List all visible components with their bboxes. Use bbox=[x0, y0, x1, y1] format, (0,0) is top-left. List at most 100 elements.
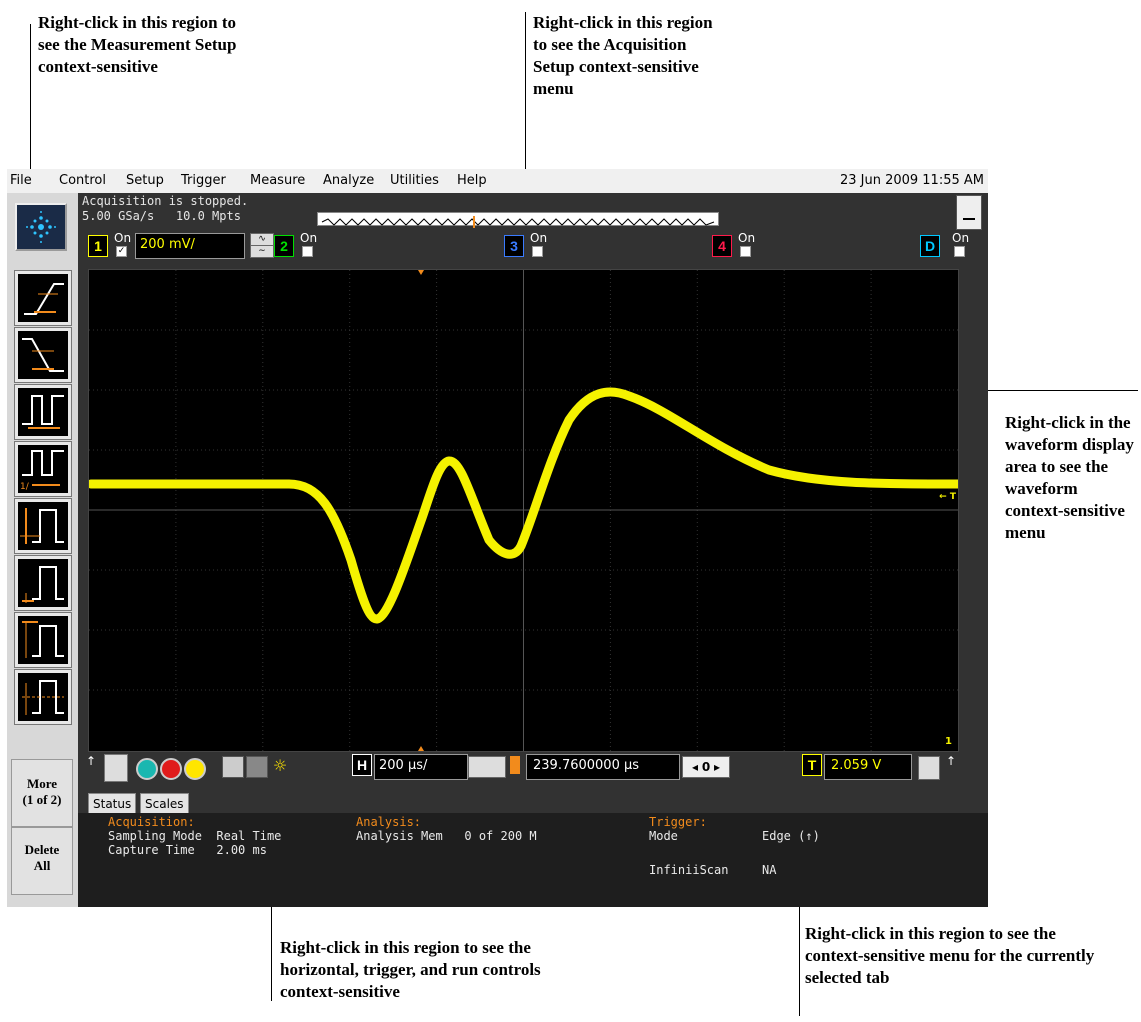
acquisition-header: Acquisition: bbox=[108, 815, 195, 829]
channel-4-on-label: On bbox=[738, 231, 756, 245]
digital-channel-controls: D On bbox=[920, 231, 980, 257]
trigger-mode-value: Edge (↑) bbox=[762, 829, 820, 843]
trigger-slope-icon: ↑ bbox=[946, 754, 957, 768]
capture-time-row: Capture Time 2.00 ms bbox=[108, 843, 267, 857]
channel-3-button[interactable]: 3 bbox=[504, 235, 524, 257]
menu-trigger[interactable]: Trigger bbox=[181, 173, 226, 188]
sample-rate-text: 5.00 GSa/s 10.0 Mpts bbox=[82, 209, 241, 223]
average-voltage-button[interactable] bbox=[15, 670, 71, 724]
min-amplitude-button[interactable] bbox=[15, 556, 71, 610]
channel-4-controls: 4 On bbox=[712, 231, 772, 257]
menu-setup[interactable]: Setup bbox=[126, 173, 164, 188]
more-label: More bbox=[26, 776, 58, 791]
period-button[interactable] bbox=[15, 385, 71, 439]
digital-channel-checkbox[interactable] bbox=[954, 246, 965, 257]
positive-width-button[interactable] bbox=[15, 499, 71, 553]
svg-text:1/: 1/ bbox=[20, 482, 30, 492]
callout-waveform-area: Right-click in the waveform display area… bbox=[1005, 413, 1134, 542]
oscilloscope-window: File Control Setup Trigger Measure Analy… bbox=[7, 169, 988, 907]
waveform-display-area[interactable]: ← T 1 bbox=[88, 269, 959, 752]
nav-value: 0 bbox=[701, 760, 711, 774]
max-amplitude-button[interactable] bbox=[15, 613, 71, 667]
status-panel[interactable]: Acquisition: Sampling Mode Real Time Cap… bbox=[78, 813, 988, 907]
run-arrow-icon: ↑ bbox=[86, 754, 97, 768]
brightness-icon[interactable]: ☼ bbox=[272, 756, 288, 775]
callout-measurement-setup: Right-click in this region to see the Me… bbox=[38, 13, 237, 76]
channel-4-checkbox[interactable] bbox=[740, 246, 751, 257]
channel-3-checkbox[interactable] bbox=[532, 246, 543, 257]
trigger-mode-label: Mode bbox=[649, 829, 678, 843]
channel-4-button[interactable]: 4 bbox=[712, 235, 732, 257]
run-button[interactable] bbox=[136, 758, 158, 780]
nav-right-icon[interactable]: ▸ bbox=[714, 760, 721, 774]
more-page-label: (1 of 2) bbox=[22, 792, 62, 807]
delete-label: Delete bbox=[24, 842, 60, 857]
digital-channel-button[interactable]: D bbox=[920, 235, 940, 257]
channel-1-on-label: On bbox=[114, 231, 132, 245]
trigger-level-marker: ← T bbox=[939, 492, 956, 502]
tab-scales[interactable]: Scales bbox=[140, 793, 189, 815]
channel-1-waveform bbox=[89, 387, 958, 624]
zoom-toggle-icon[interactable] bbox=[468, 756, 506, 778]
menu-help[interactable]: Help bbox=[457, 173, 487, 188]
single-button[interactable] bbox=[184, 758, 206, 780]
channel-3-controls: 3 On bbox=[504, 231, 564, 257]
ac-coupling-icon[interactable]: ∼ bbox=[250, 245, 274, 258]
menu-measure[interactable]: Measure bbox=[250, 173, 306, 188]
menu-bar: File Control Setup Trigger Measure Analy… bbox=[7, 169, 988, 193]
channel-2-controls: 2 On bbox=[274, 231, 334, 257]
callout-line-acquisition bbox=[525, 12, 526, 194]
menu-utilities[interactable]: Utilities bbox=[390, 173, 439, 188]
sampling-mode-row: Sampling Mode Real Time bbox=[108, 829, 282, 843]
menu-analyze[interactable]: Analyze bbox=[323, 173, 375, 188]
channel-2-on-label: On bbox=[300, 231, 318, 245]
acquisition-status: Acquisition is stopped. 5.00 GSa/s 10.0 … bbox=[82, 194, 248, 224]
print-icon[interactable] bbox=[246, 756, 268, 778]
callout-horizontal-controls: Right-click in this region to see the ho… bbox=[280, 938, 541, 1001]
trigger-level-stepper-icon[interactable] bbox=[918, 756, 940, 780]
menu-file[interactable]: File bbox=[10, 173, 32, 188]
callout-acquisition-setup: Right-click in this region to see the Ac… bbox=[533, 13, 713, 98]
channel-1-ground-marker: 1 bbox=[945, 736, 952, 747]
acquisition-state-text: Acquisition is stopped. bbox=[82, 194, 249, 208]
nav-left-icon[interactable]: ◂ bbox=[691, 760, 698, 774]
channel-1-scale[interactable]: 200 mV/ bbox=[135, 233, 245, 259]
more-measurements-button[interactable]: More (1 of 2) bbox=[11, 759, 73, 827]
fall-time-button[interactable] bbox=[15, 328, 71, 382]
channel-3-on-label: On bbox=[530, 231, 548, 245]
callout-line-tab bbox=[799, 868, 800, 1016]
infiniiscan-label: InfiniiScan bbox=[649, 863, 729, 877]
stop-button[interactable] bbox=[160, 758, 182, 780]
horizontal-nav[interactable]: ◂ 0 ▸ bbox=[682, 756, 730, 778]
horizontal-trigger-run-controls: ↑ ☼ H 200 µs/ 239.7600000 µs ◂ 0 ▸ T 2.0… bbox=[84, 754, 984, 794]
digital-channel-on-label: On bbox=[952, 231, 970, 245]
trigger-button[interactable]: T bbox=[802, 754, 822, 776]
channel-1-checkbox[interactable]: ✓ bbox=[116, 246, 127, 257]
analysis-mem-row: Analysis Mem 0 of 200 M bbox=[356, 829, 537, 843]
horizontal-scale[interactable]: 200 µs/ bbox=[374, 754, 468, 780]
frequency-button[interactable]: 1/ bbox=[15, 442, 71, 496]
channel-2-button[interactable]: 2 bbox=[274, 235, 294, 257]
trigger-level[interactable]: 2.059 V bbox=[824, 754, 912, 780]
minimize-button[interactable] bbox=[956, 195, 982, 230]
channel-1-controls: 1 On ✓ 200 mV/ ∿ ∼ bbox=[88, 231, 318, 259]
channel-1-button[interactable]: 1 bbox=[88, 235, 108, 257]
delete-sub-label: All bbox=[33, 858, 51, 873]
rise-time-button[interactable] bbox=[15, 271, 71, 325]
stepper-icon[interactable] bbox=[104, 754, 128, 782]
channel-2-checkbox[interactable] bbox=[302, 246, 313, 257]
horizontal-button[interactable]: H bbox=[352, 754, 372, 776]
agilent-logo-icon[interactable] bbox=[15, 203, 67, 251]
horizontal-position[interactable]: 239.7600000 µs bbox=[526, 754, 680, 780]
date-time: 23 Jun 2009 11:55 AM bbox=[839, 173, 984, 188]
callout-line-measurement bbox=[30, 24, 31, 176]
menu-control[interactable]: Control bbox=[59, 173, 106, 188]
main-display: Acquisition is stopped. 5.00 GSa/s 10.0 … bbox=[78, 193, 988, 907]
autoscale-icon[interactable] bbox=[222, 756, 244, 778]
tab-status[interactable]: Status bbox=[88, 793, 137, 815]
delete-all-button[interactable]: Delete All bbox=[11, 827, 73, 895]
acquisition-overview-bar[interactable] bbox=[317, 212, 719, 228]
callout-status-tab: Right-click in this region to see the co… bbox=[805, 924, 1095, 987]
trigger-header: Trigger: bbox=[649, 815, 707, 829]
measurement-toolbar: 1/ More (1 of 2) Delete All bbox=[7, 193, 78, 907]
